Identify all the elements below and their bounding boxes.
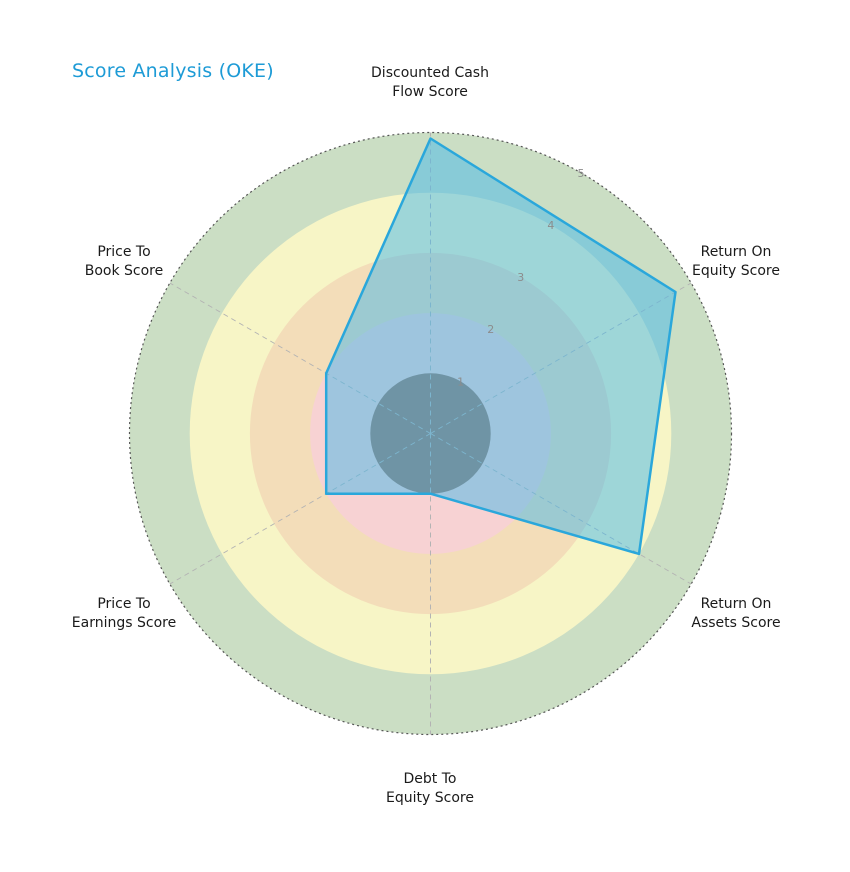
- radial-tick-label: 4: [547, 219, 554, 232]
- chart-title: Score Analysis (OKE): [72, 60, 274, 82]
- axis-label-price-to-book-score: Price To Book Score: [84, 244, 164, 279]
- axis-label-discounted-cash-flow-score: Discounted Cash Flow Score: [371, 65, 489, 100]
- radial-tick-label: 3: [517, 271, 524, 284]
- radial-tick-label: 2: [487, 323, 494, 336]
- radial-tick-label: 1: [457, 375, 464, 388]
- axis-label-return-on-equity-score: Return On Equity Score: [692, 244, 780, 279]
- axis-label-debt-to-equity-score: Debt To Equity Score: [386, 771, 474, 806]
- axis-label-price-to-earnings-score: Price To Earnings Score: [71, 596, 177, 631]
- radial-tick-label: 5: [578, 167, 585, 180]
- axis-label-return-on-assets-score: Return On Assets Score: [691, 596, 781, 631]
